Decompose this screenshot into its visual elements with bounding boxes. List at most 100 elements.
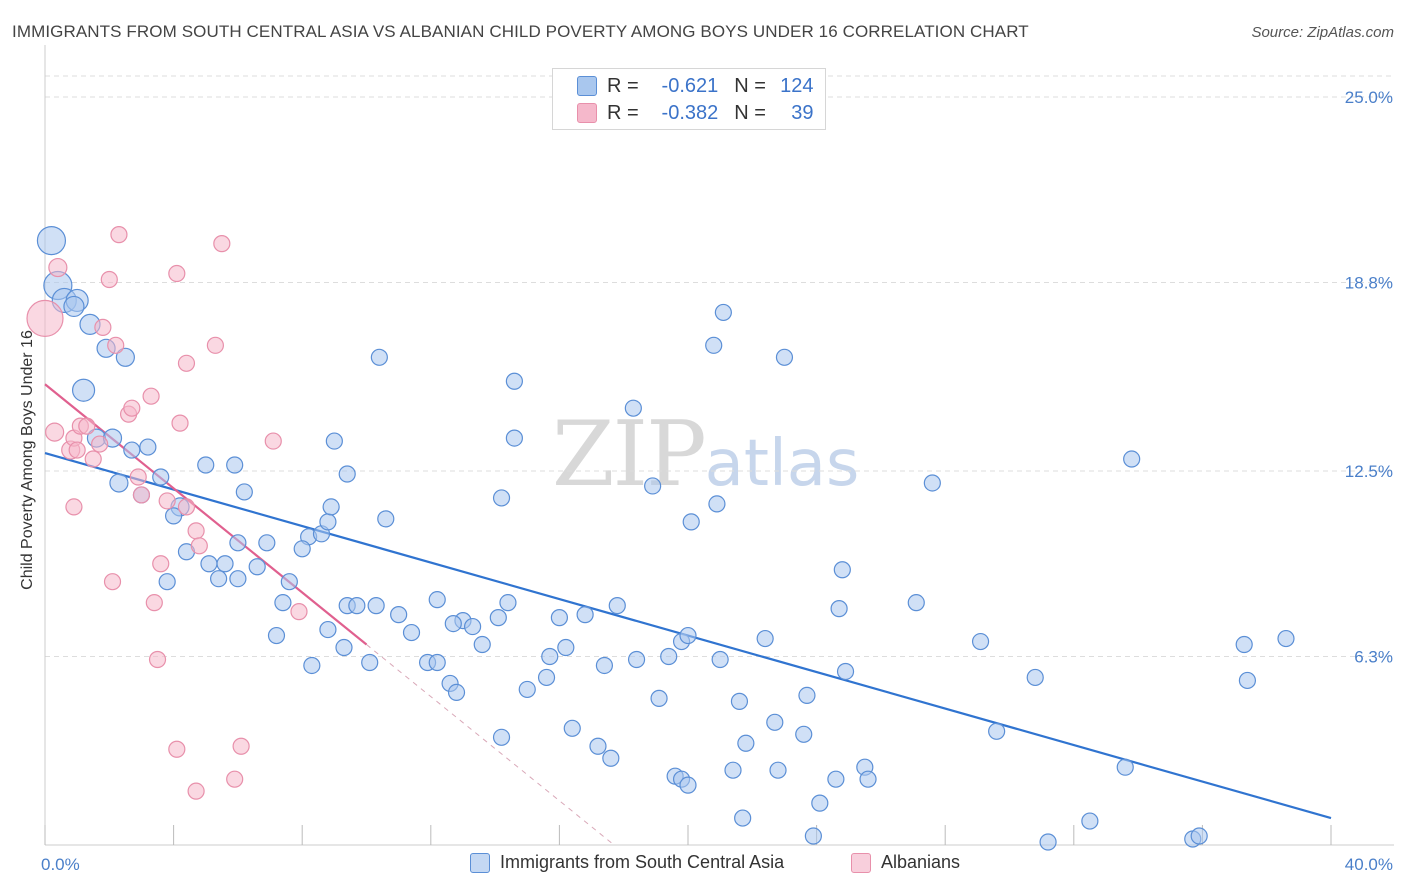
y-tick-label: 6.3% xyxy=(1354,648,1393,667)
blue-data-point xyxy=(1123,450,1141,468)
pink-data-point xyxy=(91,435,109,453)
blue-data-point xyxy=(319,620,337,639)
blue-data-point xyxy=(660,647,678,666)
blue-data-point xyxy=(827,770,845,788)
blue-data-point xyxy=(367,597,385,615)
tick-labels: 6.3% 12.5% 18.8% 25.0% 0.0% 40.0% xyxy=(41,88,1393,874)
legend-n-label: N = xyxy=(734,74,766,97)
blue-data-point xyxy=(859,770,877,788)
blue-data-point xyxy=(907,594,925,612)
blue-data-point xyxy=(682,513,700,531)
blue-data-point xyxy=(499,594,517,612)
y-tick-label: 25.0% xyxy=(1345,88,1393,107)
pink-data-point xyxy=(103,573,122,591)
blue-data-point xyxy=(766,713,784,731)
blue-data-point xyxy=(428,591,446,609)
blue-data-point xyxy=(705,336,723,354)
blue-data-point xyxy=(274,594,292,612)
blue-data-point xyxy=(836,662,855,681)
pink-data-point xyxy=(132,486,151,504)
blue-data-point xyxy=(811,794,829,812)
legend-swatch-blue xyxy=(577,76,597,96)
blue-data-point xyxy=(229,534,247,552)
blue-data-point xyxy=(679,626,697,645)
pink-data-point xyxy=(65,498,83,516)
pink-data-point xyxy=(168,264,186,283)
blue-data-point xyxy=(833,561,851,579)
legend-n-value: 39 xyxy=(791,101,814,124)
blue-data-point xyxy=(708,495,726,513)
pink-data-point xyxy=(187,522,205,540)
blue-data-point xyxy=(370,348,388,366)
blue-data-point xyxy=(737,734,755,752)
blue-data-point xyxy=(563,719,581,737)
pink-data-point xyxy=(152,555,170,573)
pink-data-point xyxy=(48,257,68,278)
bottom-legend-label-pink: Albanians xyxy=(881,852,961,872)
blue-data-point xyxy=(361,653,379,672)
pink-data-point xyxy=(158,492,176,510)
pink-data-point xyxy=(145,594,163,612)
pink-data-point xyxy=(148,650,167,669)
pink-data-point xyxy=(168,740,186,758)
blue-data-point xyxy=(197,456,215,474)
watermark-zip: ZIP xyxy=(552,402,707,507)
blue-data-point xyxy=(988,722,1006,740)
blue-data-point xyxy=(489,609,507,627)
pink-trend-extension xyxy=(366,644,615,846)
pink-trend-line xyxy=(44,383,368,646)
blue-data-point xyxy=(627,650,646,669)
blue-data-point xyxy=(210,570,228,588)
blue-data-point xyxy=(608,597,626,615)
pink-data-point xyxy=(264,432,282,450)
legend-row-pink: R = -0.382 N = 39 xyxy=(577,101,814,125)
blue-data-point xyxy=(650,689,668,707)
blue-data-point xyxy=(724,761,742,779)
blue-data-point xyxy=(303,656,321,675)
y-tick-label: 18.8% xyxy=(1345,274,1393,293)
blue-data-point xyxy=(258,534,276,552)
blue-data-point xyxy=(602,749,620,767)
pink-data-point xyxy=(123,399,141,417)
legend-row-blue: R = -0.621 N = 124 xyxy=(577,74,814,98)
blue-data-point xyxy=(36,226,67,256)
x-tick-label: 0.0% xyxy=(41,855,80,874)
y-tick-label: 12.5% xyxy=(1345,462,1393,481)
bottom-legend-blue: Immigrants from South Central Asia xyxy=(470,852,784,873)
grid-lines xyxy=(45,75,1394,658)
blue-data-point xyxy=(473,635,491,654)
blue-data-point xyxy=(541,647,559,666)
blue-data-point xyxy=(248,558,266,576)
blue-data-point xyxy=(505,429,523,447)
pink-data-point xyxy=(171,414,189,432)
legend-r-value: -0.382 xyxy=(661,101,719,124)
blue-data-point xyxy=(679,776,697,794)
blue-data-point xyxy=(1116,758,1134,776)
blue-data-point xyxy=(348,597,366,615)
blue-data-point xyxy=(795,725,813,743)
blue-data-point xyxy=(293,540,311,558)
blue-data-point xyxy=(557,638,575,657)
blue-data-point xyxy=(1238,671,1257,690)
blue-data-point xyxy=(1039,833,1057,851)
blue-data-point xyxy=(775,348,794,366)
legend-n-label: N = xyxy=(734,101,766,124)
bottom-legend-label-blue: Immigrants from South Central Asia xyxy=(500,852,785,872)
blue-data-point xyxy=(756,629,774,648)
blue-data-point xyxy=(971,632,990,651)
correlation-legend: R = -0.621 N = 124 R = -0.382 N = 39 xyxy=(552,68,826,130)
blue-data-point xyxy=(402,623,421,642)
blue-data-point xyxy=(229,570,247,588)
blue-data-point xyxy=(109,473,129,493)
pink-data-point xyxy=(78,417,96,435)
pink-data-point xyxy=(206,336,224,354)
blue-data-point xyxy=(226,456,244,474)
pink-data-point xyxy=(84,450,102,468)
blue-data-point xyxy=(390,606,408,624)
pink-data-point xyxy=(107,336,125,354)
blue-data-point xyxy=(830,600,848,618)
legend-r-value: -0.621 xyxy=(661,74,719,97)
blue-data-point xyxy=(1190,827,1208,845)
blue-data-point xyxy=(769,761,787,779)
blue-data-point xyxy=(644,477,662,495)
